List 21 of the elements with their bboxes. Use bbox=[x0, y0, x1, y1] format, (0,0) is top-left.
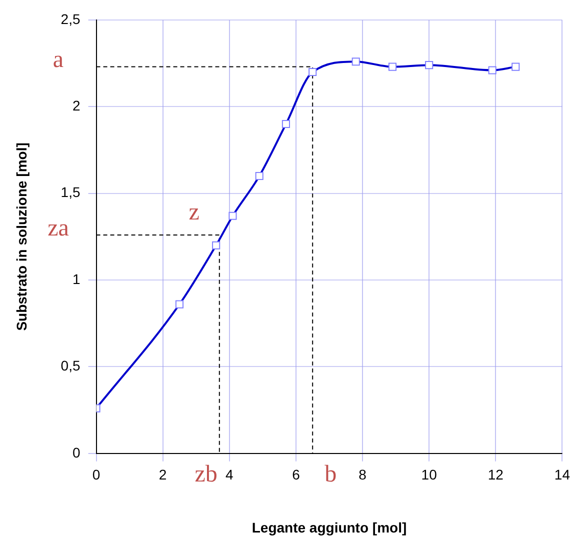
text: b bbox=[324, 462, 337, 488]
x-tick-label: 10 bbox=[421, 466, 438, 483]
y-tick-label: 2,5 bbox=[60, 10, 80, 27]
y-tick-label: 0 bbox=[72, 444, 80, 460]
y-axis-title: Substrato in soluzione [mol] bbox=[13, 142, 30, 331]
x-tick-label: 6 bbox=[292, 466, 300, 483]
x-axis-title: Legante aggiunto [mol] bbox=[252, 519, 407, 536]
y-tick-label: 1 bbox=[72, 270, 80, 287]
text: za bbox=[48, 215, 70, 242]
x-tick-label: 12 bbox=[488, 466, 504, 483]
y-tick-label: 0,5 bbox=[60, 358, 80, 374]
text: a bbox=[52, 47, 64, 74]
y-tick-label: 1,5 bbox=[60, 184, 80, 200]
x-tick-label: 14 bbox=[554, 466, 570, 483]
text: zb bbox=[194, 462, 218, 488]
x-tick-label: 4 bbox=[225, 466, 234, 483]
x-tick-label: 0 bbox=[92, 466, 100, 483]
x-tick-label: 8 bbox=[358, 466, 367, 483]
annotation: z bbox=[188, 199, 200, 226]
x-tick-label: 2 bbox=[158, 466, 167, 483]
y-tick-label: 2 bbox=[72, 98, 80, 114]
